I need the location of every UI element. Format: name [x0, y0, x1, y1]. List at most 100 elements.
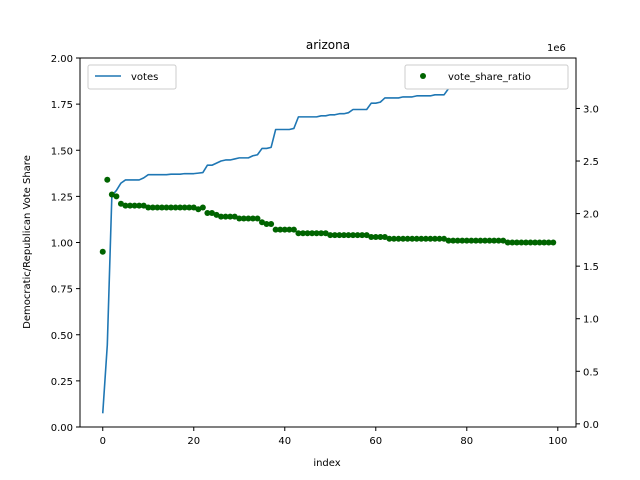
scatter-point	[222, 213, 229, 220]
y-tick-label: 0.50	[51, 331, 73, 342]
legend-vote-share-ratio: vote_share_ratio	[404, 64, 569, 90]
x-axis-label: index	[313, 458, 340, 469]
scatter-point	[227, 213, 234, 220]
scatter-point	[495, 237, 502, 244]
y-axis-label: Democratic/Republican Vote Share	[22, 155, 33, 329]
y-tick-label: 2.00	[51, 54, 73, 65]
y2-tick-label: 2.5	[583, 157, 599, 168]
scatter-point	[127, 202, 134, 209]
axes: 0 20 40 60 80 1000.000.250.500.751.001.251.50…	[51, 54, 599, 447]
scatter-point	[113, 193, 120, 200]
scatter-point	[509, 239, 516, 246]
y2-tick-label: 2.0	[583, 210, 599, 221]
y-tick-label: 1.00	[51, 239, 73, 250]
scatter-point	[204, 209, 211, 216]
x-tick-label: 60	[369, 436, 382, 447]
scatter-point	[541, 239, 548, 246]
scatter-point	[532, 239, 539, 246]
scatter-point	[491, 237, 498, 244]
scatter-point	[318, 230, 325, 237]
scatter-point	[131, 202, 138, 209]
scatter-point	[240, 215, 247, 222]
scatter-point	[145, 204, 152, 211]
scatter-point	[377, 233, 384, 240]
scatter-point	[472, 237, 479, 244]
scatter-point	[363, 232, 370, 239]
x-tick-label: 100	[548, 436, 567, 447]
scatter-point	[413, 235, 420, 242]
scatter-point	[459, 237, 466, 244]
scatter-point	[454, 237, 461, 244]
scatter-point	[213, 211, 220, 218]
scatter-point	[441, 235, 448, 242]
scatter-point	[545, 239, 552, 246]
scatter-point	[181, 204, 188, 211]
scatter-point	[450, 237, 457, 244]
scatter-point	[368, 233, 375, 240]
y2-tick-label: 1.5	[583, 262, 599, 273]
scatter-point	[272, 226, 279, 233]
scatter-point	[140, 202, 147, 209]
scatter-point	[108, 191, 115, 198]
scatter-point	[400, 235, 407, 242]
y-tick-label: 1.50	[51, 146, 73, 157]
scatter-point	[481, 237, 488, 244]
scatter-point	[104, 176, 111, 183]
scatter-point	[281, 226, 288, 233]
legend-ratio-label: vote_share_ratio	[448, 72, 531, 83]
scatter-point	[390, 235, 397, 242]
scatter-point	[231, 213, 238, 220]
scatter-point	[468, 237, 475, 244]
scatter-point	[218, 213, 225, 220]
scatter-point	[322, 230, 329, 237]
scatter-point	[168, 204, 175, 211]
scatter-point	[331, 232, 338, 239]
scatter-point	[295, 230, 302, 237]
scatter-point	[199, 204, 206, 211]
y-tick-label: 0.00	[51, 423, 73, 434]
scatter-point	[536, 239, 543, 246]
y-tick-label: 1.25	[51, 192, 73, 203]
x-tick-label: 40	[278, 436, 291, 447]
y-tick-label: 0.25	[51, 377, 73, 388]
x-tick-label: 20	[187, 436, 200, 447]
scatter-point	[286, 226, 293, 233]
y-tick-label: 1.75	[51, 100, 73, 111]
scatter-point	[477, 237, 484, 244]
scatter-point	[345, 232, 352, 239]
scatter-point	[117, 200, 124, 207]
scatter-point	[254, 215, 261, 222]
scatter-point	[249, 215, 256, 222]
x-tick-label: 80	[460, 436, 473, 447]
scatter-point	[500, 237, 507, 244]
y2-tick-label: 0.5	[583, 367, 599, 378]
y2-tick-label: 0.0	[583, 420, 599, 431]
scatter-point	[350, 232, 357, 239]
scatter-point	[431, 235, 438, 242]
scatter-point	[550, 239, 557, 246]
scatter-point	[504, 239, 511, 246]
scatter-point	[195, 206, 202, 213]
y2-offset-label: 1e6	[547, 43, 566, 54]
chart-title: arizona	[306, 38, 350, 52]
scatter-point	[418, 235, 425, 242]
scatter-point	[386, 235, 393, 242]
scatter-point	[136, 202, 143, 209]
y-tick-label: 0.75	[51, 285, 73, 296]
legend-ratio-frame	[404, 64, 569, 90]
y2-tick-label: 3.0	[583, 104, 599, 115]
scatter-point	[513, 239, 520, 246]
legend-votes-frame	[87, 64, 177, 90]
legend-ratio-marker	[420, 73, 426, 79]
scatter-point	[445, 237, 452, 244]
scatter-point	[436, 235, 443, 242]
scatter-point	[177, 204, 184, 211]
scatter-point	[304, 230, 311, 237]
scatter-point	[422, 235, 429, 242]
x-tick-label: 0	[100, 436, 106, 447]
scatter-point	[372, 233, 379, 240]
scatter-point	[340, 232, 347, 239]
scatter-point	[259, 219, 266, 226]
plot-area	[99, 81, 557, 414]
scatter-point	[299, 230, 306, 237]
